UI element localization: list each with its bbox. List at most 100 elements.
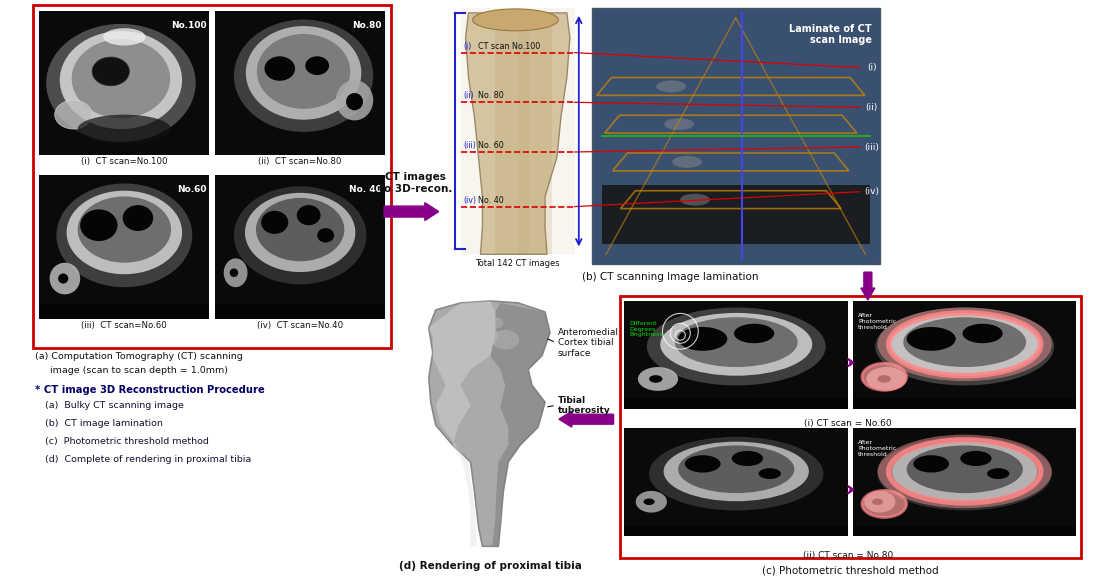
Text: (iv): (iv)	[464, 196, 477, 205]
Text: No.100: No.100	[171, 21, 206, 30]
FancyArrow shape	[848, 358, 853, 366]
Ellipse shape	[487, 317, 504, 328]
Bar	[414, 293, 588, 551]
Ellipse shape	[759, 468, 781, 479]
Ellipse shape	[92, 57, 129, 86]
Bar	[624, 301, 848, 409]
Text: After
Photometric
threshold: After Photometric threshold	[858, 313, 896, 329]
FancyArrow shape	[848, 486, 853, 494]
Ellipse shape	[473, 9, 558, 31]
Text: Anteromedial
Cortex tibial
surface: Anteromedial Cortex tibial surface	[558, 328, 619, 358]
Polygon shape	[490, 303, 550, 546]
Text: (c)  Photometric threshold method: (c) Photometric threshold method	[45, 437, 210, 446]
Text: No. 60: No. 60	[478, 141, 505, 150]
Text: (iii)  CT scan=No.60: (iii) CT scan=No.60	[81, 321, 167, 330]
FancyArrow shape	[861, 272, 874, 300]
Bar	[461, 8, 575, 254]
Ellipse shape	[962, 324, 1003, 343]
Ellipse shape	[914, 455, 949, 473]
Text: (b) CT scanning Image lamination: (b) CT scanning Image lamination	[581, 272, 758, 282]
Ellipse shape	[906, 327, 955, 351]
Ellipse shape	[67, 190, 182, 274]
Text: After
Photometric
threshold: After Photometric threshold	[858, 440, 896, 456]
FancyArrow shape	[384, 203, 439, 220]
Ellipse shape	[672, 156, 702, 168]
Ellipse shape	[649, 437, 824, 511]
Ellipse shape	[637, 367, 678, 391]
Text: No. 40: No. 40	[349, 185, 382, 194]
Ellipse shape	[878, 437, 1052, 511]
Ellipse shape	[875, 308, 1054, 385]
Text: (iii): (iii)	[864, 143, 880, 152]
Text: (iv): (iv)	[864, 187, 880, 196]
Ellipse shape	[862, 364, 906, 390]
Ellipse shape	[644, 499, 655, 505]
Ellipse shape	[734, 324, 774, 343]
Ellipse shape	[872, 499, 883, 505]
Text: (ii) CT scan = No.80: (ii) CT scan = No.80	[803, 551, 893, 560]
Ellipse shape	[256, 198, 344, 261]
Ellipse shape	[49, 263, 80, 294]
Ellipse shape	[455, 346, 475, 359]
Ellipse shape	[864, 491, 895, 512]
Text: * CT image 3D Reconstruction Procedure: * CT image 3D Reconstruction Procedure	[35, 385, 265, 395]
Ellipse shape	[336, 80, 373, 121]
Polygon shape	[518, 13, 529, 254]
Ellipse shape	[46, 24, 195, 142]
Ellipse shape	[246, 26, 361, 119]
Ellipse shape	[732, 451, 764, 466]
Polygon shape	[465, 13, 569, 254]
Text: CT images: CT images	[385, 172, 446, 182]
Text: to 3D-recon.: to 3D-recon.	[380, 183, 453, 194]
Ellipse shape	[635, 491, 667, 512]
Text: (ii)  CT scan=No.80: (ii) CT scan=No.80	[258, 157, 341, 166]
FancyArrow shape	[559, 411, 613, 427]
Ellipse shape	[305, 57, 329, 75]
Text: No.80: No.80	[352, 21, 382, 30]
Ellipse shape	[257, 34, 350, 109]
Ellipse shape	[71, 39, 170, 118]
Ellipse shape	[78, 196, 171, 263]
Ellipse shape	[656, 80, 686, 92]
Bar	[215, 305, 385, 319]
Ellipse shape	[297, 205, 320, 225]
Ellipse shape	[903, 317, 1026, 367]
Ellipse shape	[867, 367, 906, 391]
Bar	[215, 11, 385, 155]
Text: (i)  CT scan=No.100: (i) CT scan=No.100	[80, 157, 167, 166]
Bar	[624, 428, 848, 537]
Text: (a)  Bulky CT scanning image: (a) Bulky CT scanning image	[45, 402, 184, 410]
Ellipse shape	[878, 308, 1052, 381]
Ellipse shape	[55, 100, 92, 129]
Ellipse shape	[234, 20, 373, 132]
Ellipse shape	[245, 193, 355, 272]
Text: No. 40: No. 40	[478, 196, 505, 205]
Ellipse shape	[892, 441, 1038, 501]
Bar	[624, 526, 848, 537]
Text: (a) Computation Tomography (CT) scanning: (a) Computation Tomography (CT) scanning	[35, 351, 244, 361]
Text: (i): (i)	[464, 42, 472, 51]
Bar	[620, 296, 1082, 559]
Ellipse shape	[906, 445, 1022, 493]
Ellipse shape	[234, 186, 366, 284]
Ellipse shape	[229, 268, 238, 277]
Ellipse shape	[664, 441, 808, 501]
Text: Laminate of CT
scan Image: Laminate of CT scan Image	[789, 24, 872, 46]
Text: (d)  Complete of rendering in proximal tibia: (d) Complete of rendering in proximal ti…	[45, 455, 251, 464]
Ellipse shape	[56, 183, 192, 287]
Ellipse shape	[103, 28, 146, 46]
Polygon shape	[429, 301, 550, 546]
Text: CT scan No.100: CT scan No.100	[478, 42, 541, 51]
Ellipse shape	[649, 375, 663, 383]
Ellipse shape	[261, 211, 289, 234]
Ellipse shape	[58, 273, 68, 283]
Bar	[215, 175, 385, 319]
Ellipse shape	[647, 308, 826, 385]
Bar	[853, 526, 1076, 537]
Ellipse shape	[889, 313, 1041, 376]
Bar	[853, 428, 1076, 537]
Text: (d) Rendering of proximal tibia: (d) Rendering of proximal tibia	[399, 561, 581, 571]
Ellipse shape	[685, 455, 721, 473]
Ellipse shape	[675, 317, 798, 367]
Ellipse shape	[123, 205, 154, 231]
